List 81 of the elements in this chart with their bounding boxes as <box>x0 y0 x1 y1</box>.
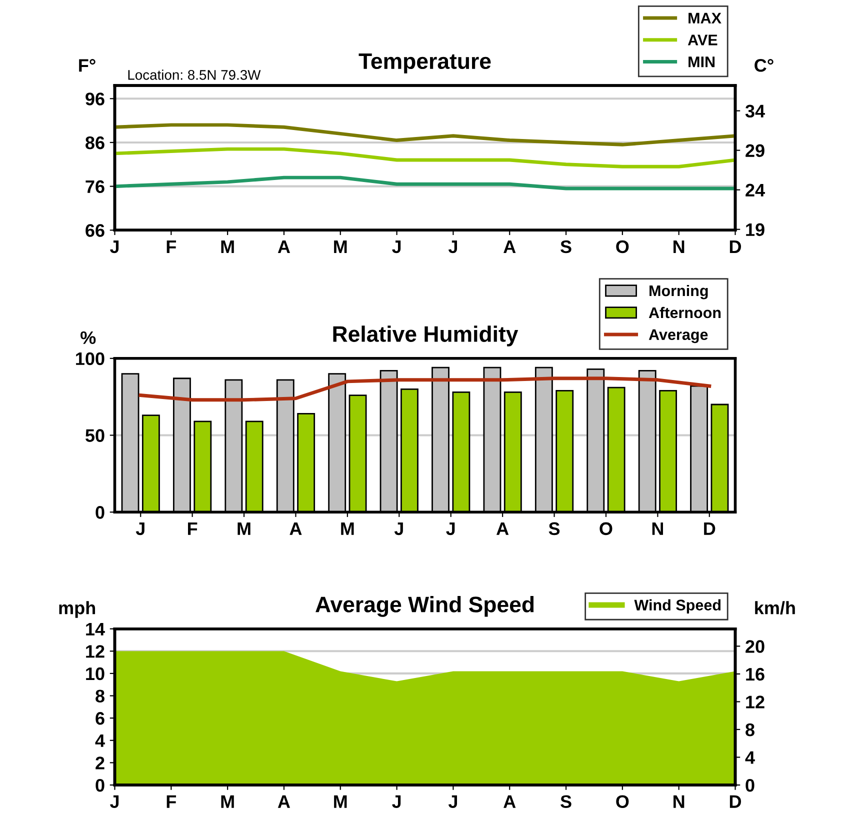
y-tick-label: 0 <box>96 778 104 792</box>
x-tick-label: N <box>674 240 684 253</box>
x-tick-label: A <box>278 240 290 253</box>
x-tick-label: M <box>341 522 354 535</box>
x-tick-label: A <box>290 522 302 535</box>
x-tick-label: M <box>334 240 347 253</box>
x-tick-label: J <box>136 522 144 536</box>
x-tick-label: S <box>548 522 560 536</box>
x-tick-label: O <box>600 522 612 536</box>
x-tick-label: J <box>448 240 457 254</box>
x-tick-label: S <box>560 240 572 254</box>
y-tick-label: 4 <box>95 734 105 747</box>
x-tick-label: J <box>394 522 403 536</box>
y-axis-title: % <box>80 331 96 344</box>
line-series <box>114 123 736 146</box>
x-tick-label: J <box>110 795 119 808</box>
y-tick-label: 8 <box>96 690 104 702</box>
legend-label: AVE <box>688 34 718 46</box>
y-tick-label: 100 <box>76 352 104 366</box>
x-tick-label: A <box>504 240 516 253</box>
x-tick-label: S <box>560 795 572 808</box>
x-tick-label: A <box>496 522 509 535</box>
y-tick-label: 12 <box>86 645 104 658</box>
y2-tick-label: 4 <box>745 751 755 764</box>
x-tick-label: O <box>616 240 629 254</box>
legend-label: MAX <box>688 12 722 24</box>
y-tick-label: 6 <box>96 712 104 725</box>
y-tick-label: 14 <box>86 622 105 636</box>
y-axis-title: F° <box>79 59 96 72</box>
x-tick-label: A <box>504 795 516 808</box>
y-tick-label: 50 <box>86 429 104 442</box>
y2-tick-label: 20 <box>746 640 764 653</box>
y-tick-label: 66 <box>86 224 104 237</box>
x-tick-label: F <box>166 240 176 253</box>
legend-label: Afternoon <box>648 306 721 318</box>
y-axis-title: mph <box>59 601 96 618</box>
x-tick-label: M <box>221 240 234 253</box>
x-tick-label: M <box>221 795 234 808</box>
x-tick-label: A <box>278 795 290 808</box>
y-tick-label: 96 <box>86 92 104 106</box>
legend-label: Wind Speed <box>634 599 720 614</box>
x-tick-label: J <box>392 240 401 254</box>
x-tick-label: D <box>704 522 716 535</box>
y2-tick-label: 12 <box>746 696 764 708</box>
x-tick-label: M <box>334 795 347 808</box>
chart-title: Average Wind Speed <box>316 596 534 617</box>
x-tick-label: J <box>392 795 401 808</box>
legend-label: MIN <box>688 56 715 68</box>
x-tick-label: D <box>730 795 742 808</box>
y-tick-label: 0 <box>96 506 104 519</box>
x-tick-label: J <box>110 240 119 254</box>
y2-tick-label: 24 <box>746 184 765 196</box>
y2-tick-label: 19 <box>746 223 764 236</box>
x-tick-label: N <box>674 795 684 808</box>
x-tick-label: F <box>166 795 176 808</box>
legend-label: Average <box>648 329 708 344</box>
text: Location: 8.5N 79.3W <box>128 70 261 80</box>
y2-tick-label: 16 <box>746 668 764 681</box>
line-series <box>138 376 712 402</box>
y2-tick-label: 34 <box>745 104 765 118</box>
line-series <box>114 176 736 190</box>
x-tick-label: D <box>730 240 742 253</box>
chart-title: Temperature <box>358 54 491 74</box>
y2-axis-title: C° <box>754 59 774 72</box>
legend-label: Morning <box>650 284 708 300</box>
y2-tick-label: 29 <box>746 144 764 158</box>
y-tick-label: 2 <box>96 756 104 770</box>
y2-tick-label: 8 <box>746 723 754 736</box>
y-tick-label: 86 <box>86 136 104 150</box>
x-tick-label: J <box>446 522 455 536</box>
y2-tick-label: 0 <box>746 778 754 792</box>
x-tick-label: J <box>448 795 457 808</box>
x-tick-label: M <box>238 522 250 535</box>
y2-axis-title: km/h <box>755 601 795 615</box>
chart-title: Relative Humidity <box>333 326 518 346</box>
x-tick-label: N <box>652 522 663 535</box>
line-series <box>114 147 736 168</box>
y-tick-label: 10 <box>86 667 104 680</box>
x-tick-label: F <box>188 522 198 535</box>
y-tick-label: 76 <box>86 180 104 194</box>
x-tick-label: O <box>616 795 629 808</box>
